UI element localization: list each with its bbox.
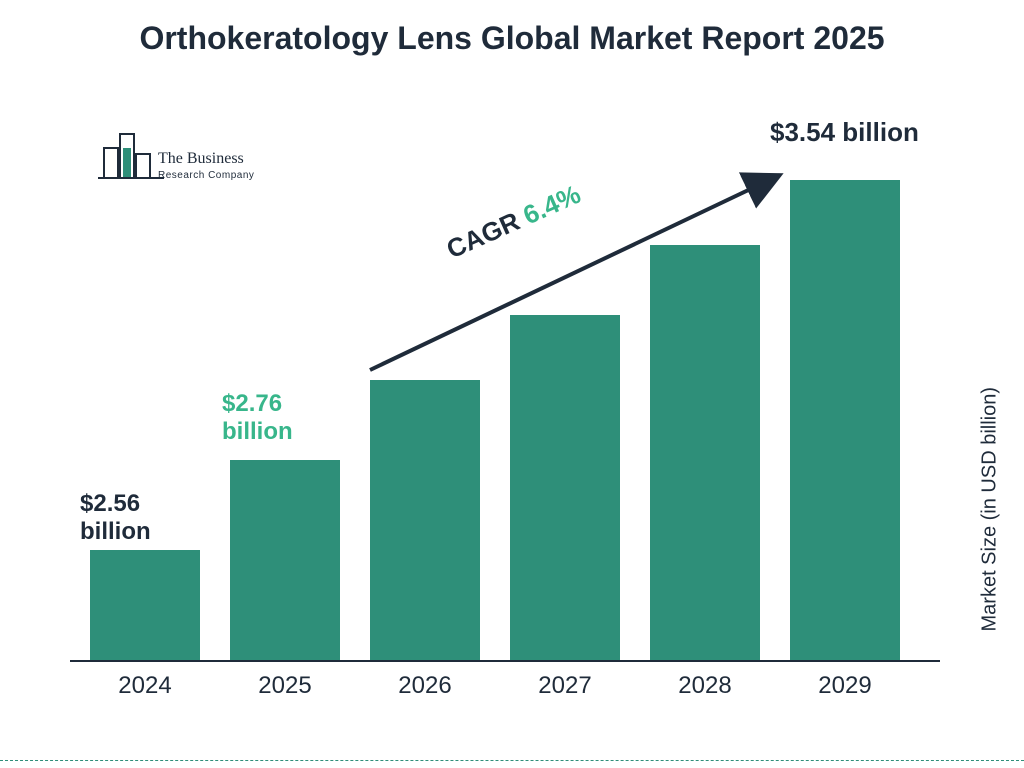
chart-stage: Orthokeratology Lens Global Market Repor… <box>0 0 1024 768</box>
growth-arrow-icon <box>0 0 1024 768</box>
bottom-dashed-line <box>0 760 1024 761</box>
